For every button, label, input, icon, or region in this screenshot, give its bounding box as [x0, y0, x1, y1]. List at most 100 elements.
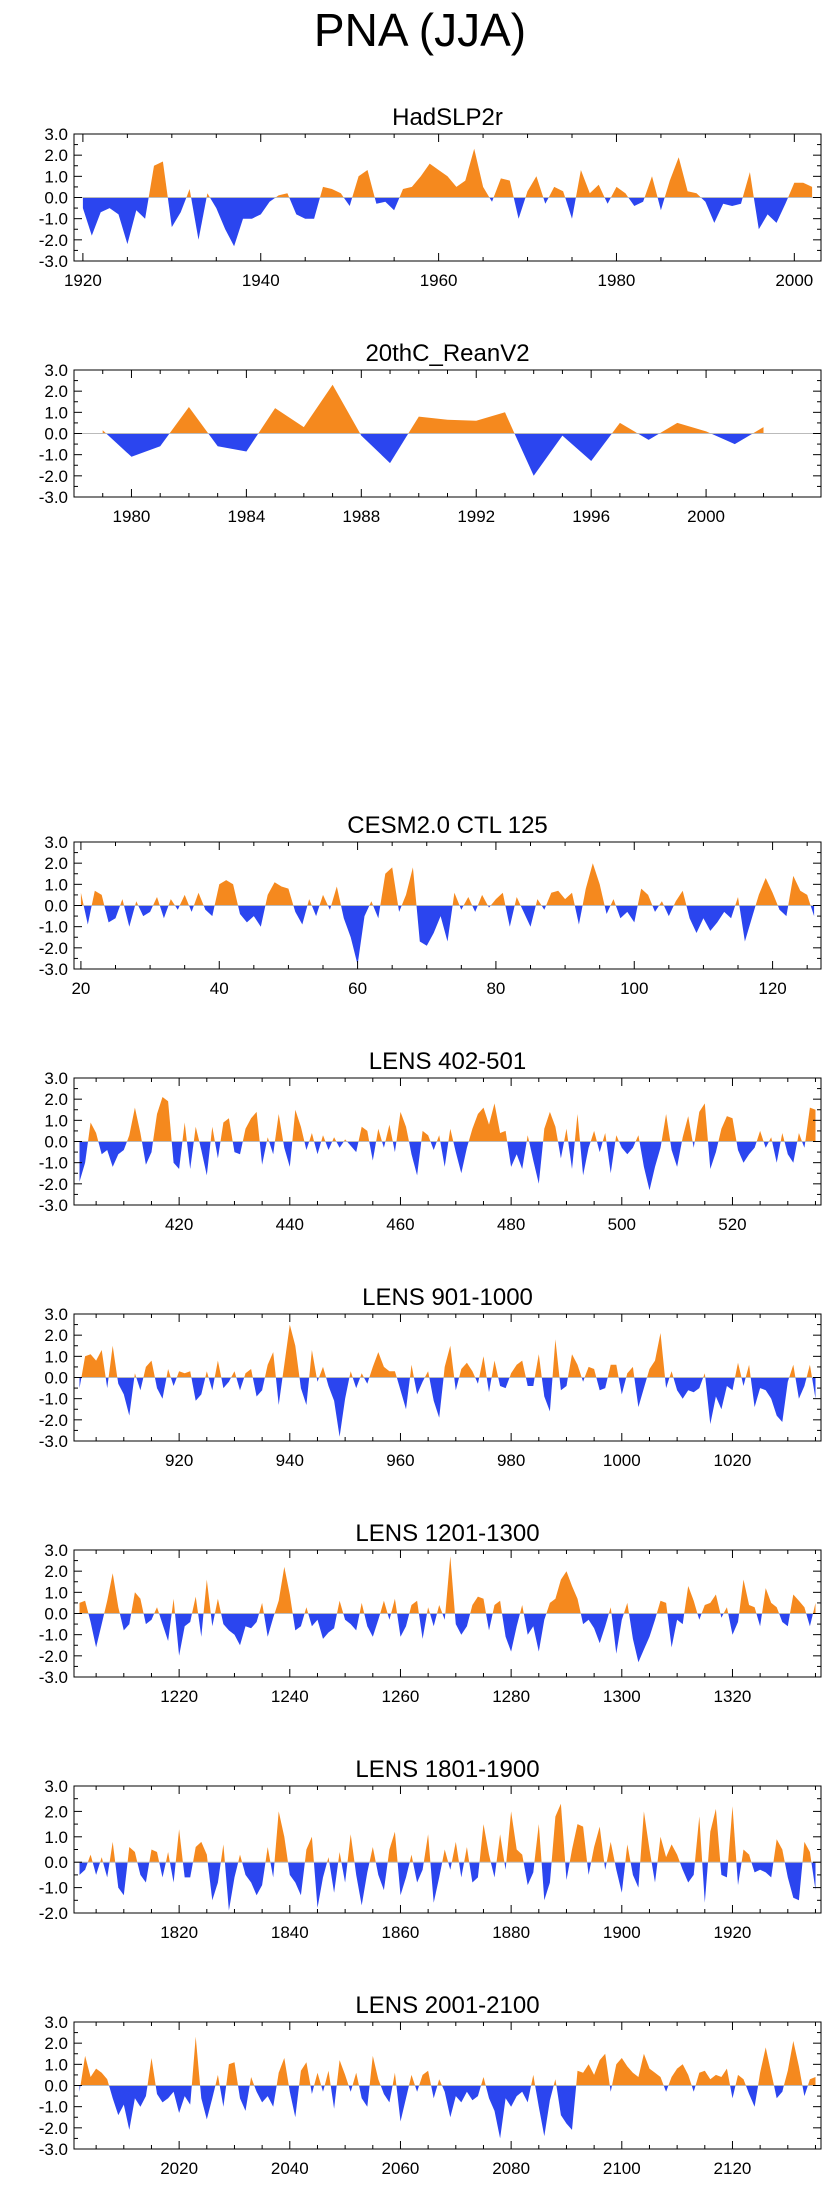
negative-area: [354, 1862, 370, 1906]
y-tick-label: -2.0: [39, 231, 68, 250]
positive-area: [569, 1824, 588, 1863]
negative-area: [502, 1613, 520, 1652]
x-tick-label: 1840: [271, 1923, 309, 1942]
negative-area: [117, 1377, 135, 1416]
negative-area: [580, 1141, 591, 1176]
negative-area: [98, 1141, 127, 1167]
negative-area: [604, 1862, 607, 1870]
chart-panel-4: LENS 901-1000 3.0 2.0 1.0 0.0 -1.0 -2.0 -3.0 920…: [39, 1284, 822, 1470]
x-tick-label: 2120: [714, 2159, 752, 2178]
negative-area: [728, 1613, 740, 1635]
positive-area: [728, 1806, 737, 1863]
positive-area: [299, 2062, 311, 2086]
positive-area: [610, 899, 616, 906]
chart-panel-2: CESM2.0 CTL 125 3.0 2.0 1.0 0.0 -1.0 -2.0 -3.02…: [39, 812, 822, 998]
positive-area: [470, 1596, 486, 1614]
negative-area: [288, 1862, 305, 1896]
chart-title: LENS 1201-1300: [355, 1520, 539, 1547]
positive-area: [657, 1836, 680, 1863]
positive-area: [214, 1360, 222, 1378]
positive-area: [437, 2079, 442, 2086]
negative-area: [382, 1141, 386, 1148]
negative-area: [541, 905, 547, 910]
positive-area: [806, 1364, 812, 1378]
negative-area: [175, 1613, 192, 1656]
positive-area: [408, 412, 515, 434]
x-tick-label: 520: [718, 1215, 746, 1234]
negative-area: [124, 905, 136, 927]
positive-area: [149, 1849, 160, 1863]
positive-area: [192, 1596, 199, 1614]
positive-area: [459, 1362, 476, 1378]
positive-area: [739, 1579, 757, 1614]
y-tick-label: 1.0: [44, 1583, 68, 1602]
positive-area: [567, 1354, 582, 1378]
positive-area: [349, 1371, 353, 1378]
positive-area: [755, 878, 778, 906]
positive-area: [352, 170, 375, 198]
positive-area: [314, 2072, 322, 2086]
negative-area: [587, 1862, 592, 1875]
negative-area: [191, 1377, 206, 1401]
negative-area: [523, 1613, 547, 1652]
negative-area: [232, 1141, 243, 1155]
positive-area: [421, 1130, 431, 1142]
negative-area: [159, 1613, 172, 1641]
negative-area: [396, 2085, 409, 2122]
negative-area: [697, 1613, 702, 1620]
positive-area: [490, 892, 506, 906]
positive-area: [264, 1352, 276, 1378]
positive-area: [108, 1345, 118, 1378]
x-tick-label: 1240: [271, 1687, 309, 1706]
negative-area: [115, 1862, 128, 1896]
positive-area: [238, 1854, 243, 1863]
negative-area: [751, 1862, 774, 1878]
positive-area: [376, 1128, 382, 1142]
positive-area: [788, 875, 811, 906]
negative-area: [343, 197, 353, 206]
negative-area: [489, 197, 494, 202]
negative-area: [739, 905, 756, 942]
y-tick-label: -2.0: [39, 2119, 68, 2138]
negative-area: [700, 197, 743, 223]
chart-title: LENS 402-501: [369, 1048, 526, 1075]
positive-area: [514, 897, 521, 906]
negative-area: [559, 1377, 568, 1391]
positive-area: [582, 863, 605, 906]
positive-area: [496, 1834, 505, 1863]
negative-area: [143, 1613, 155, 1625]
negative-area: [710, 433, 753, 445]
negative-area: [327, 905, 332, 910]
negative-area: [442, 1613, 446, 1620]
positive-area: [708, 1808, 721, 1863]
x-tick-label: 1980: [598, 271, 636, 290]
negative-area: [159, 1862, 166, 1878]
x-tick-label: 420: [165, 1215, 193, 1234]
positive-area: [258, 384, 361, 434]
positive-area: [409, 1600, 419, 1614]
y-tick-label: 0.0: [44, 2077, 68, 2096]
y-tick-label: 2.0: [44, 382, 68, 401]
negative-area: [507, 1141, 527, 1169]
positive-area: [88, 1122, 99, 1142]
y-tick-label: 3.0: [44, 125, 68, 144]
negative-area: [170, 1377, 177, 1386]
positive-area: [681, 1116, 693, 1142]
negative-area: [667, 1613, 685, 1648]
y-tick-label: 0.0: [44, 425, 68, 444]
negative-area: [430, 1613, 437, 1627]
positive-area: [448, 1128, 454, 1142]
y-tick-label: -1.0: [39, 1154, 68, 1173]
positive-area: [324, 2070, 331, 2086]
positive-area: [790, 1594, 807, 1614]
positive-area: [427, 1607, 430, 1614]
positive-area: [91, 890, 105, 906]
negative-area: [329, 1862, 339, 1893]
negative-area: [380, 2085, 393, 2103]
positive-area: [307, 899, 312, 906]
negative-area: [565, 197, 576, 219]
positive-area: [762, 1588, 780, 1614]
negative-area: [413, 1862, 424, 1883]
x-tick-label: 2080: [492, 2159, 530, 2178]
